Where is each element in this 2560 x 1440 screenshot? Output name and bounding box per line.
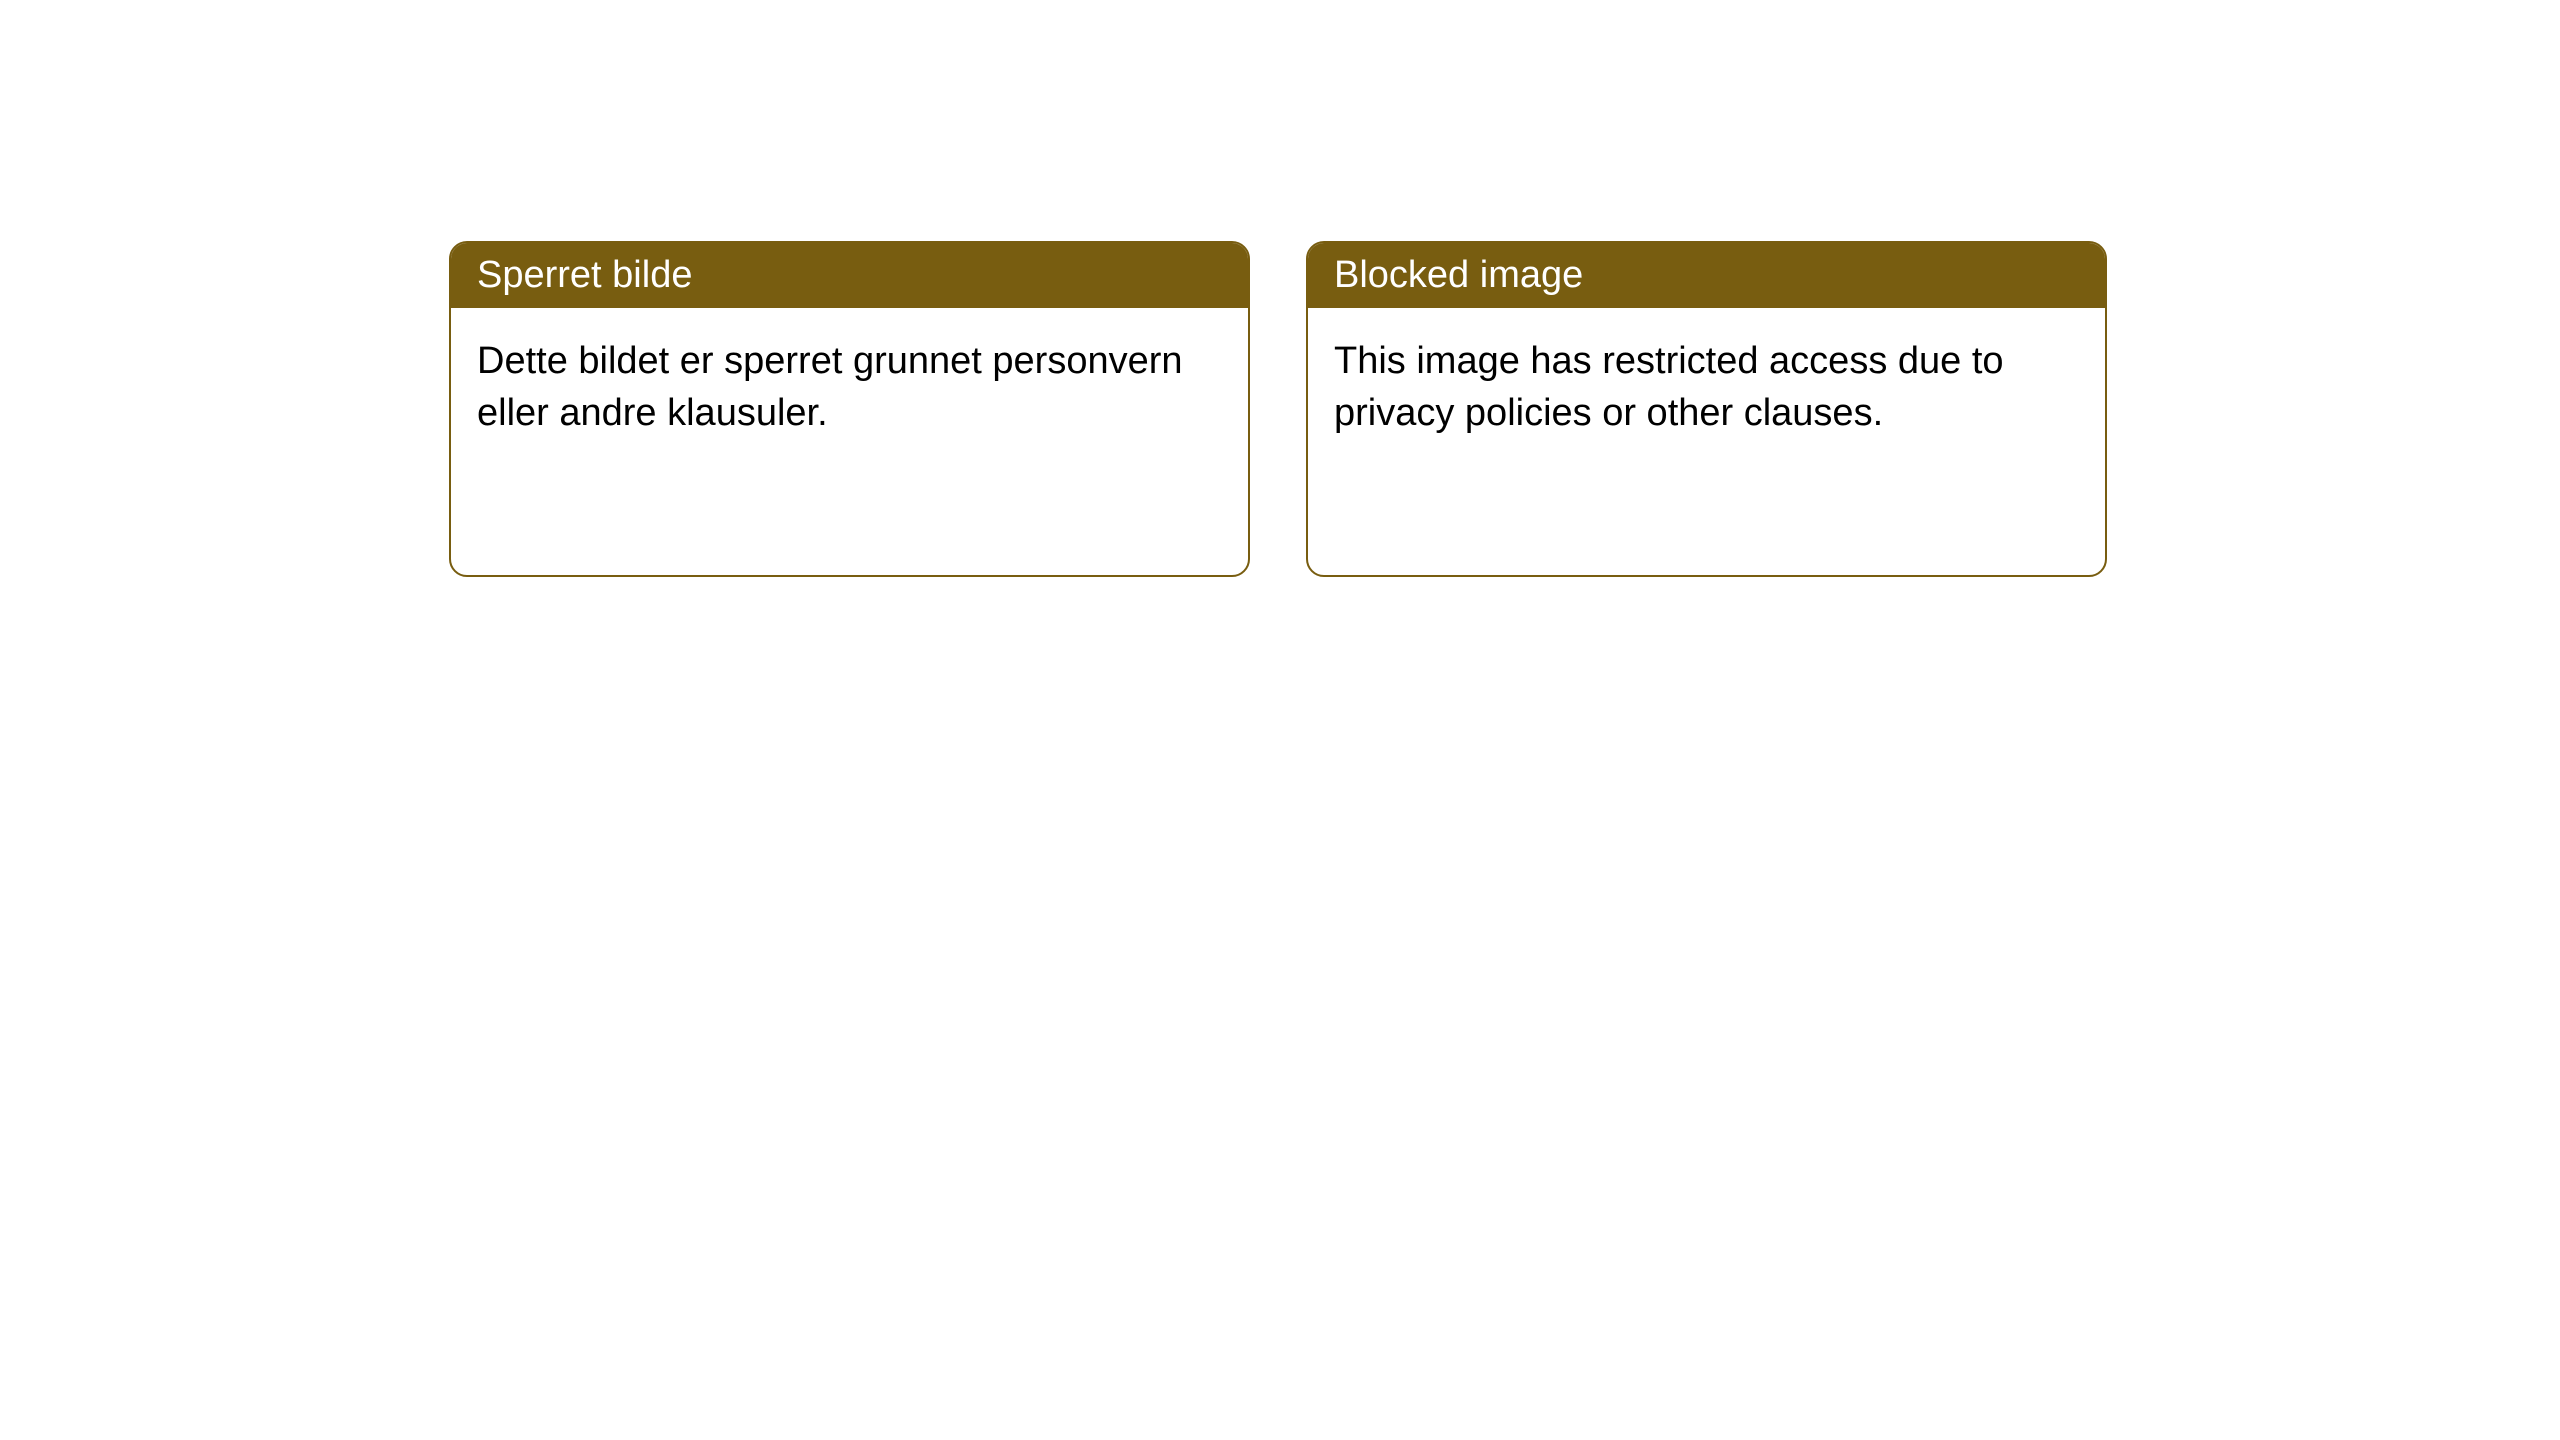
notice-card-norwegian: Sperret bilde Dette bildet er sperret gr… bbox=[449, 241, 1250, 577]
notice-card-english: Blocked image This image has restricted … bbox=[1306, 241, 2107, 577]
notice-body: Dette bildet er sperret grunnet personve… bbox=[451, 308, 1248, 467]
notice-container: Sperret bilde Dette bildet er sperret gr… bbox=[0, 0, 2560, 577]
notice-title: Sperret bilde bbox=[451, 243, 1248, 308]
notice-title: Blocked image bbox=[1308, 243, 2105, 308]
notice-body: This image has restricted access due to … bbox=[1308, 308, 2105, 467]
